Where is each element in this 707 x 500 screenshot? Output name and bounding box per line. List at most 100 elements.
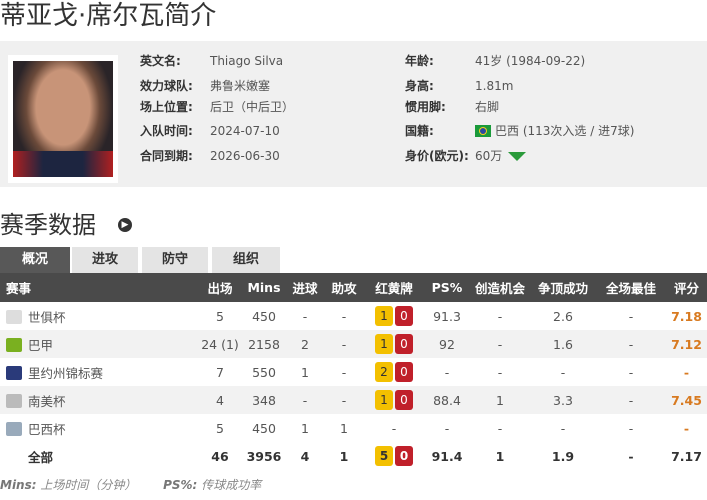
column-header[interactable]: 评分 xyxy=(666,273,707,302)
mins-cell: 450 xyxy=(252,308,276,324)
red-card-badge: 0 xyxy=(395,446,413,466)
red-card-badge: 0 xyxy=(395,306,413,326)
contract: 2026-06-30 xyxy=(210,149,280,163)
goals-cell: - xyxy=(302,308,308,324)
yellow-card-badge: 1 xyxy=(375,390,393,410)
rating-cell: 7.12 xyxy=(666,330,707,358)
ps-cell: 91.3 xyxy=(433,308,461,324)
goals-cell: - xyxy=(286,386,324,414)
cards-cell: - xyxy=(391,420,397,436)
apps-cell: 5 xyxy=(216,308,224,324)
goals-cell: 2 xyxy=(286,330,324,358)
age-label: 年龄: xyxy=(405,54,434,68)
goals-cell: 1 xyxy=(301,420,309,436)
assists-cell: - xyxy=(341,364,347,380)
competition-name[interactable]: 巴西杯 xyxy=(28,421,66,437)
assists-cell: - xyxy=(324,330,364,358)
assists-cell: 1 xyxy=(340,420,348,436)
column-header[interactable]: 创造机会 xyxy=(470,273,530,302)
column-header[interactable]: 出场 xyxy=(198,273,242,302)
chances-cell: 1 xyxy=(495,448,505,464)
column-header[interactable]: 全场最佳 xyxy=(596,273,666,302)
aerials-cell: 3.3 xyxy=(530,386,596,414)
column-header[interactable]: Mins xyxy=(242,273,286,302)
motm-cell: - xyxy=(628,448,634,464)
chances-cell: - xyxy=(497,420,503,436)
ps-cell: 88.4 xyxy=(424,386,470,414)
aerials-cell: - xyxy=(560,364,566,380)
motm-cell: - xyxy=(596,330,666,358)
column-header[interactable]: 助攻 xyxy=(324,273,364,302)
aerials-cell: 1.9 xyxy=(551,448,575,464)
tab-organize[interactable]: 组织 xyxy=(212,247,280,273)
brasileirao-icon xyxy=(6,337,22,352)
apps-cell: 4 xyxy=(198,386,242,414)
age: 41岁 (1984-09-22) xyxy=(475,54,586,68)
goals-cell: 4 xyxy=(300,448,310,464)
mins-cell: 3956 xyxy=(246,448,282,464)
club[interactable]: 弗鲁米嫩塞 xyxy=(210,79,271,93)
aerials-cell: 2.6 xyxy=(553,308,573,324)
chances-cell: 1 xyxy=(470,386,530,414)
rating-cell: - xyxy=(683,364,690,380)
fifa-icon xyxy=(6,309,22,324)
motm-cell: - xyxy=(628,308,634,324)
section-title: 赛季数据 xyxy=(0,211,96,239)
foot-label: 惯用脚: xyxy=(405,100,446,114)
arrow-right-circle-icon[interactable]: ▶ xyxy=(118,218,132,232)
red-card-badge: 0 xyxy=(395,334,413,354)
yellow-card-badge: 2 xyxy=(375,362,393,382)
column-header[interactable]: PS% xyxy=(424,273,470,302)
apps-cell: 24 (1) xyxy=(198,330,242,358)
chances-cell: - xyxy=(470,330,530,358)
red-card-badge: 0 xyxy=(395,390,413,410)
column-header[interactable]: 红黄牌 xyxy=(364,273,424,302)
column-header[interactable]: 进球 xyxy=(286,273,324,302)
tab-overview[interactable]: 概况 xyxy=(0,247,70,273)
joined-label: 入队时间: xyxy=(140,124,193,138)
value-label: 身价(欧元): xyxy=(405,149,469,163)
position: 后卫（中后卫） xyxy=(210,100,295,114)
chances-cell: - xyxy=(497,308,503,324)
aerials-cell: - xyxy=(560,420,566,436)
competition-name: 全部 xyxy=(28,449,54,465)
competition-name[interactable]: 世俱杯 xyxy=(28,309,66,325)
table-row: 南美杯 4 348- -1 0 88.4 1 3.3-7.45 xyxy=(0,386,707,414)
red-card-badge: 0 xyxy=(395,362,413,382)
market-value: 60万 xyxy=(475,149,503,163)
competition-name[interactable]: 里约州锦标赛 xyxy=(28,365,104,381)
foot: 右脚 xyxy=(475,100,500,114)
table-row: 世俱杯 5 450 - - 1 0 91.3 - 2.6 - 7.18 xyxy=(0,302,707,330)
yellow-card-badge: 1 xyxy=(375,334,393,354)
footnote: Mins: 上场时间（分钟） PS%: 传球成功率 xyxy=(0,478,262,492)
trend-down-icon xyxy=(508,152,527,161)
mins-cell: 348 xyxy=(242,386,286,414)
competition-name[interactable]: 巴甲 xyxy=(28,337,54,353)
apps-cell: 7 xyxy=(216,364,224,380)
ps-cell: 92 xyxy=(424,330,470,358)
goals-cell: 1 xyxy=(301,364,309,380)
rating-cell: 7.45 xyxy=(666,386,707,414)
total-row: 全部 46 3956 4 1 5 0 91.4 1 1.9 - 7.17 xyxy=(0,442,707,470)
column-header[interactable]: 争顶成功 xyxy=(530,273,596,302)
position-label: 场上位置: xyxy=(140,100,193,114)
joined: 2024-07-10 xyxy=(210,124,280,138)
competition-name[interactable]: 南美杯 xyxy=(28,393,66,409)
aerials-cell: 1.6 xyxy=(530,330,596,358)
contract-label: 合同到期: xyxy=(140,149,193,163)
player-info-panel: 英文名: Thiago Silva 效力球队: 弗鲁米嫩塞 场上位置: 后卫（中… xyxy=(0,41,707,187)
rating-cell: 7.18 xyxy=(671,308,702,324)
mins-cell: 450 xyxy=(252,420,276,436)
english-name-label: 英文名: xyxy=(140,54,181,68)
page-title: 蒂亚戈·席尔瓦简介 xyxy=(0,1,217,31)
table-row: 巴甲 24 (1) 2158 2-1 0 92-1.6-7.12 xyxy=(0,330,707,358)
carioca-icon xyxy=(6,365,22,380)
column-header[interactable]: 赛事 xyxy=(0,273,198,302)
apps-cell: 5 xyxy=(216,420,224,436)
tab-attack[interactable]: 进攻 xyxy=(72,247,138,273)
yellow-card-badge: 5 xyxy=(375,446,393,466)
tab-defense[interactable]: 防守 xyxy=(142,247,208,273)
